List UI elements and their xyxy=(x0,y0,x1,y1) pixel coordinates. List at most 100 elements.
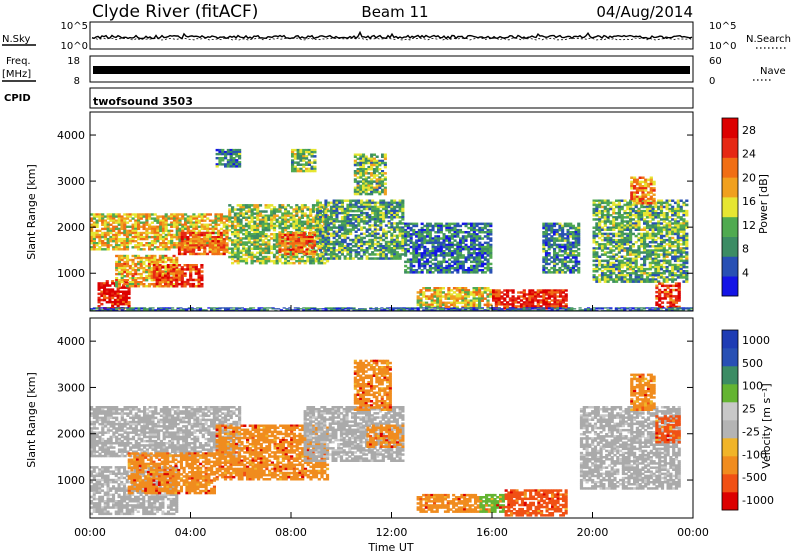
beam-label: Beam 11 xyxy=(361,3,428,21)
velocity-region-10 xyxy=(579,406,681,490)
velocity-colorbar-frame xyxy=(721,329,739,511)
freq-tick-top: 18 xyxy=(67,56,80,67)
velocity-region-7 xyxy=(416,493,480,513)
power-ylabel: Slant Range [km] xyxy=(25,164,38,260)
freq-tick-bottom: 8 xyxy=(74,76,80,87)
time-tick-label-6: 00:00 xyxy=(677,526,709,539)
power-colorbar-tick-3: 16 xyxy=(742,195,756,208)
velocity-colorbar-swatch-2 xyxy=(722,456,738,475)
power-yticks-label-3: 4000 xyxy=(57,129,85,142)
power-region-8 xyxy=(353,153,387,196)
vel-yticks-label-2: 3000 xyxy=(57,381,85,394)
velocity-colorbar-tick-2: 100 xyxy=(742,380,763,393)
power-region-2 xyxy=(152,264,204,288)
power-region-16 xyxy=(630,176,656,205)
freq-label: Freq. xyxy=(6,56,31,67)
vel-yticks-label-1: 2000 xyxy=(57,428,85,441)
velocity-colorbar-swatch-1 xyxy=(722,474,738,493)
cpid-value: twofsound 3503 xyxy=(93,95,193,108)
power-region-0 xyxy=(97,280,131,310)
time-axis: 00:00 04:00 08:00 12:00 16:00 20:00 00:00 xyxy=(74,305,709,539)
power-yticks-label-0: 1000 xyxy=(57,267,85,280)
cpid-panel xyxy=(89,87,694,109)
power-region-13 xyxy=(492,289,568,310)
velocity-colorbar-tick-4: -25 xyxy=(742,425,760,438)
velocity-colorbar: 1000 500 100 25 -25 -100 -500 -1000 xyxy=(721,329,774,511)
nsky-tick-bottom: 10^0 xyxy=(61,41,88,52)
velocity-colorbar-swatch-0 xyxy=(722,492,738,511)
power-colorbar-tick-5: 24 xyxy=(742,148,756,161)
nave-label: Nave xyxy=(760,66,786,77)
power-colorbar-swatch-3 xyxy=(722,216,738,237)
freq-panel xyxy=(89,55,694,83)
power-region-9 xyxy=(215,148,242,168)
power-region-6 xyxy=(278,231,317,256)
nsky-label: N.Sky xyxy=(2,34,30,45)
power-region-15 xyxy=(592,199,689,283)
power-colorbar-tick-2: 12 xyxy=(742,219,756,232)
power-colorbar-tick-1: 8 xyxy=(742,243,749,256)
freq-unit: [MHz] xyxy=(2,69,31,80)
velocity-colorbar-swatch-3 xyxy=(722,438,738,457)
power-region-14 xyxy=(542,222,581,274)
velocity-region-2 xyxy=(127,452,216,495)
date-label: 04/Aug/2014 xyxy=(596,3,693,21)
velocity-colorbar-tick-6: -500 xyxy=(742,471,767,484)
nsearch-tick-bottom: 10^0 xyxy=(709,41,736,52)
velocity-region-8 xyxy=(479,493,505,513)
nsky-tick-top: 10^5 xyxy=(61,21,88,32)
power-colorbar-swatch-6 xyxy=(722,157,738,178)
time-tick-label-2: 08:00 xyxy=(275,526,307,539)
power-colorbar: 4 8 12 16 20 24 28 xyxy=(721,117,756,297)
power-region-12 xyxy=(416,287,493,309)
velocity-colorbar-swatch-8 xyxy=(722,348,738,367)
nsearch-label: N.Search xyxy=(746,34,791,45)
power-colorbar-swatch-8 xyxy=(722,118,738,139)
power-colorbar-swatch-4 xyxy=(722,197,738,218)
vel-yticks-label-3: 4000 xyxy=(57,335,85,348)
time-tick-label-4: 16:00 xyxy=(476,526,508,539)
power-region-11 xyxy=(404,222,493,274)
nave-tick-bottom: 0 xyxy=(709,76,715,87)
velocity-colorbar-tick-0: 1000 xyxy=(742,334,770,347)
velocity-yticks: 1000 2000 3000 4000 xyxy=(57,335,693,487)
power-region-4 xyxy=(177,231,229,256)
power-yticks-label-1: 2000 xyxy=(57,221,85,234)
velocity-colorbar-swatch-6 xyxy=(722,384,738,403)
power-colorbar-swatch-0 xyxy=(722,276,738,297)
velocity-region-6 xyxy=(366,424,405,448)
time-tick-label-3: 12:00 xyxy=(376,526,408,539)
nsearch-tick-top: 10^5 xyxy=(709,21,736,32)
nsky-trace xyxy=(91,30,693,40)
power-yticks-label-2: 3000 xyxy=(57,175,85,188)
velocity-panel xyxy=(90,359,681,517)
cpid-label: CPID xyxy=(4,93,31,104)
time-tick-label-1: 04:00 xyxy=(175,526,207,539)
power-yticks: 1000 2000 3000 4000 xyxy=(57,129,693,280)
velocity-region-11 xyxy=(630,373,656,411)
power-panel xyxy=(90,148,694,312)
velocity-region-5 xyxy=(353,359,392,411)
plot-title: Clyde River (fitACF) xyxy=(92,2,258,22)
velocity-colorbar-tick-5: -100 xyxy=(742,448,767,461)
time-tick-label-5: 20:00 xyxy=(577,526,609,539)
nsky-panel xyxy=(89,21,694,50)
power-colorbar-tick-6: 28 xyxy=(742,124,756,137)
freq-trace xyxy=(93,66,690,74)
velocity-colorbar-swatch-4 xyxy=(722,420,738,439)
velocity-colorbar-tick-3: 25 xyxy=(742,403,756,416)
velocity-colorbar-swatch-7 xyxy=(722,366,738,385)
power-colorbar-frame xyxy=(721,117,739,297)
velocity-colorbar-tick-1: 500 xyxy=(742,357,763,370)
nave-tick-top: 60 xyxy=(709,56,722,67)
power-colorbar-label: Power [dB] xyxy=(757,174,770,234)
velocity-ylabel: Slant Range [km] xyxy=(25,372,38,468)
power-colorbar-swatch-5 xyxy=(722,177,738,198)
power-colorbar-tick-4: 20 xyxy=(742,171,756,184)
velocity-colorbar-swatch-5 xyxy=(722,402,738,421)
power-colorbar-swatch-1 xyxy=(722,256,738,277)
time-axis-label: Time UT xyxy=(367,541,413,554)
power-colorbar-swatch-7 xyxy=(722,137,738,158)
